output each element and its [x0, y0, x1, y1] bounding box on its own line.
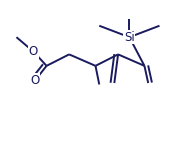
Text: O: O — [29, 45, 38, 58]
Text: Si: Si — [124, 31, 135, 44]
Text: O: O — [31, 74, 40, 87]
